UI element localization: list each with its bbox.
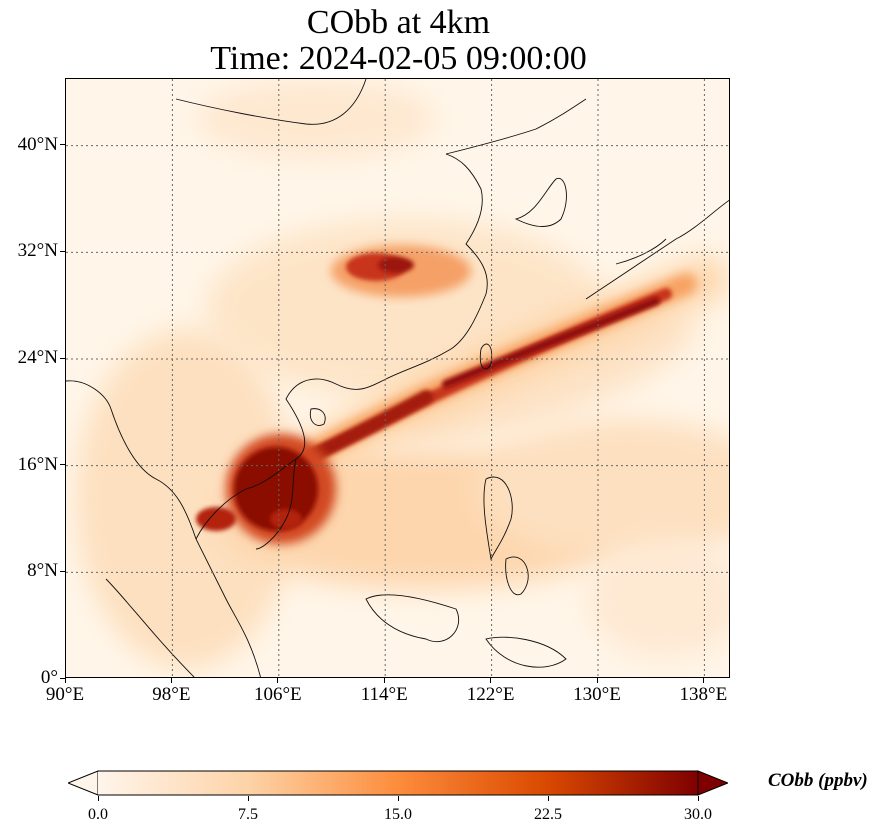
colorbar-tick-label: 7.5 [238,806,258,823]
lat-tick-mark [60,677,65,679]
lat-tick-label: 16°N [17,453,58,475]
colorbar-tick-label: 30.0 [684,806,712,823]
lat-tick-mark [60,250,65,252]
lat-tick-mark [60,570,65,572]
map-panel [65,78,730,678]
lat-tick-label: 40°N [17,133,58,155]
colorbar-tick-mark [397,796,399,801]
lon-tick-label: 122°E [466,684,515,705]
map-title: CObb at 4km [306,4,491,41]
lon-tick-label: 114°E [360,684,408,705]
lon-tick-label: 106°E [253,684,302,705]
colorbar-tick-label: 22.5 [534,806,562,823]
concentration-field [76,79,729,669]
colorbar-tick-mark [697,796,699,801]
cobb-map [66,79,729,677]
plume-layer [196,245,729,544]
lon-tick-mark [277,678,279,683]
colorbar-tick-mark [97,796,99,801]
lat-tick-mark [60,464,65,466]
lat-tick-mark [60,357,65,359]
colorbar-tick-label: 0.0 [88,806,108,823]
lon-tick-label: 98°E [152,684,191,705]
map-subtitle-time: Time: 2024-02-05 09:00:00 [210,40,587,77]
lat-tick-mark [60,144,65,146]
lat-tick-label: 32°N [17,240,58,262]
coastlines [66,79,729,677]
colorbar-tick-mark [547,796,549,801]
lon-tick-mark [383,678,385,683]
lon-tick-label: 138°E [679,684,728,705]
lon-tick-mark [596,678,598,683]
colorbar-tick-label: 15.0 [384,806,412,823]
lat-tick-label: 24°N [17,347,58,368]
lon-tick-label: 130°E [573,684,621,705]
colorbar-min-extension [68,770,99,796]
lon-tick-label: 90°E [45,684,85,705]
colorbar-title: CObb (ppbv) [768,770,868,791]
colorbar-max-extension [697,770,728,796]
lon-tick-mark [490,678,492,683]
lon-tick-mark [702,678,704,683]
colorbar-gradient [98,771,698,795]
lon-tick-mark [170,678,172,683]
colorbar [68,770,728,796]
gridlines [66,79,729,677]
colorbar-tick-mark [247,796,249,801]
lat-tick-label: 8°N [27,560,58,582]
lon-tick-mark [64,678,66,683]
lat-tick-label: 0° [40,667,58,688]
